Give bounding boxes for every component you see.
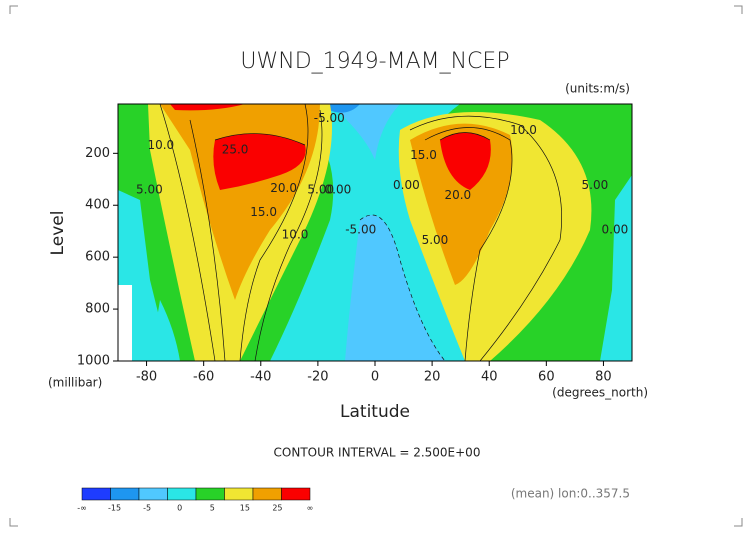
- colorbar-box: [81, 487, 111, 501]
- missing-region: [118, 285, 132, 361]
- contour-label: 20.0: [270, 181, 297, 195]
- contour-label: 10.0: [282, 228, 309, 242]
- contour-label: 5.00: [582, 178, 609, 192]
- y-tick-label: 800: [85, 302, 110, 317]
- colorbar-box: [281, 487, 311, 501]
- contour-interval: CONTOUR INTERVAL = 2.500E+00: [274, 446, 481, 460]
- colorbar-box: [138, 487, 168, 501]
- colorbar-box: [252, 487, 282, 501]
- colorbar-label: ∞: [307, 504, 314, 513]
- region: [170, 104, 245, 111]
- x-units: (degrees_north): [552, 386, 648, 400]
- chart-title: UWND_1949-MAM_NCEP: [240, 49, 509, 74]
- contour-label: 5.00: [307, 183, 334, 197]
- colorbar-label: 5: [210, 504, 215, 513]
- x-axis-label: Latitude: [340, 402, 410, 422]
- contour-lines: [159, 103, 563, 362]
- contour-label: 10.0: [147, 138, 174, 152]
- region: [330, 104, 400, 160]
- contour-label: -5.00: [314, 111, 345, 125]
- filled-field: [118, 103, 632, 362]
- y-tick-label: 600: [85, 250, 110, 265]
- colorbar-box: [224, 487, 254, 501]
- contour-label: 5.00: [422, 233, 449, 247]
- contour-label: 0.00: [393, 178, 420, 192]
- colorbar-label: -∞: [77, 504, 87, 513]
- region: [150, 300, 180, 361]
- contour-label: -5.00: [345, 223, 376, 237]
- x-tick-label: 20: [424, 370, 441, 385]
- region: [600, 175, 632, 361]
- x-tick-label: 80: [595, 370, 612, 385]
- region: [345, 215, 445, 361]
- y-units: (millibar): [48, 376, 102, 390]
- x-tick-label: -40: [250, 370, 271, 385]
- contour-label: 20.0: [444, 188, 471, 202]
- x-tick-label: 40: [481, 370, 498, 385]
- corner-marks: [9, 5, 743, 527]
- y-tick-label: 400: [85, 198, 110, 213]
- colorbar-box: [110, 487, 140, 501]
- y-tick-label: 200: [85, 146, 110, 161]
- colorbar-label: 25: [272, 504, 282, 513]
- colorbar-label: -5: [143, 504, 151, 513]
- colorbar-label: 0: [177, 504, 182, 513]
- colorbar-box: [167, 487, 197, 501]
- x-tick-label: 0: [371, 370, 379, 385]
- region: [213, 133, 306, 190]
- contour-label: 0.00: [602, 223, 629, 237]
- x-tick-label: -60: [193, 370, 214, 385]
- colorbar-label: -15: [108, 504, 121, 513]
- x-tick-label: 60: [538, 370, 555, 385]
- contour-label: 10.0: [510, 123, 537, 137]
- y-axis-label: Level: [48, 211, 68, 256]
- region: [440, 132, 491, 190]
- units-label: (units:m/s): [565, 82, 630, 96]
- colorbar-box: [195, 487, 225, 501]
- x-tick-label: -20: [307, 370, 328, 385]
- x-tick-label: -80: [136, 370, 157, 385]
- contour-label: 15.0: [250, 205, 277, 219]
- contour-label: 5.00: [136, 183, 163, 197]
- contour-label: 15.0: [410, 148, 437, 162]
- colorbar-label: 15: [240, 504, 250, 513]
- contour-label: 0.00: [325, 183, 352, 197]
- contour-label: 25.0: [222, 143, 249, 157]
- footer: (mean) lon:0..357.5: [511, 487, 630, 501]
- y-tick-label: 1000: [77, 354, 110, 369]
